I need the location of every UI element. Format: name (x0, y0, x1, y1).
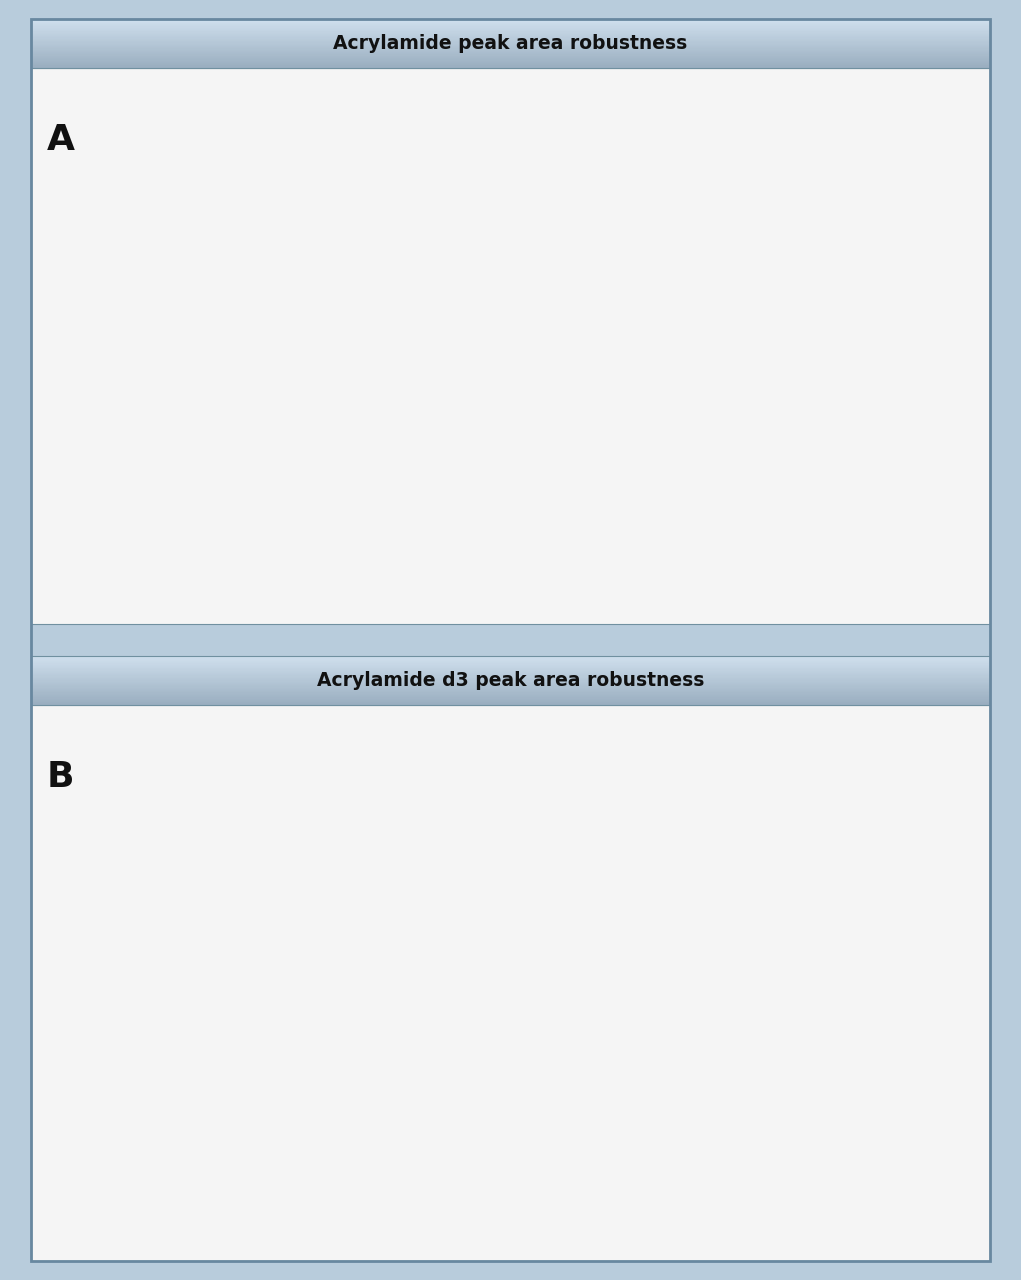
X-axis label: Sample: Sample (509, 605, 573, 621)
Text: B: B (47, 760, 75, 794)
Bar (97, 308, 985, 379)
Legend: Acrylamide: Acrylamide (103, 81, 208, 102)
Bar (97, 909, 985, 1036)
Bar (97, 293, 985, 410)
Text: RSD: 2.2: RSD: 2.2 (932, 723, 983, 737)
Y-axis label: Peak area (10^3): Peak area (10^3) (47, 906, 60, 1023)
X-axis label: Sample: Sample (509, 1243, 573, 1257)
Text: Acrylamide peak area robustness: Acrylamide peak area robustness (334, 35, 687, 52)
Text: Acrylamide d3 peak area robustness: Acrylamide d3 peak area robustness (317, 671, 704, 690)
Y-axis label: Peak area (10^3): Peak area (10^3) (48, 270, 60, 387)
Text: RSD: 2.1: RSD: 2.1 (932, 87, 983, 100)
Bar (97, 937, 985, 1007)
Text: A: A (47, 123, 75, 157)
Legend: Acrylamide D3: Acrylamide D3 (103, 717, 229, 740)
